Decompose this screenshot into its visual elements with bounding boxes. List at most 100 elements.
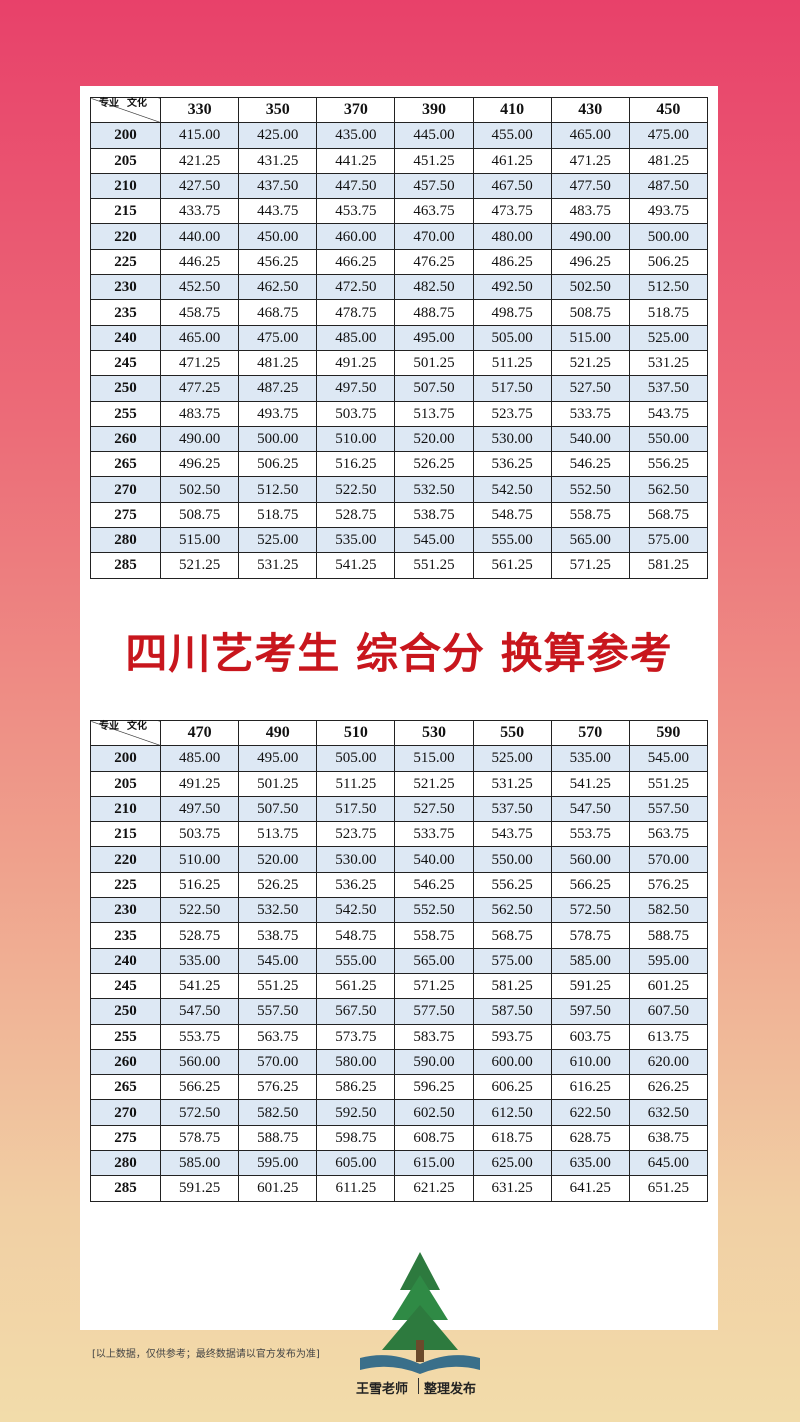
- table-row: 245 541.25 551.25 561.25 571.25 581.25 591.25 6…: [90, 972, 709, 1000]
- table-cell: 621.25: [394, 1175, 474, 1202]
- table-row: 285 591.25 601.25 611.25 621.25 631.25 641.25 6…: [90, 1175, 709, 1202]
- table-cell: 601.25: [238, 1175, 318, 1202]
- table-cell: 415.00: [159, 122, 240, 149]
- table-cell: 495.00: [238, 745, 318, 772]
- corner-label: 专业: [99, 98, 119, 109]
- table-cell: 546.25: [550, 451, 630, 478]
- row-header: 220: [90, 846, 161, 873]
- table-cell: 500.00: [238, 425, 318, 453]
- table-cell: 533.75: [550, 400, 630, 427]
- table-cell: 582.50: [238, 1099, 318, 1126]
- table-cell: 445.00: [394, 122, 474, 149]
- table-cell: 520.00: [394, 425, 474, 453]
- table-cell: 455.00: [472, 122, 552, 149]
- table-cell: 421.25: [159, 147, 240, 174]
- table-cell: 575.00: [472, 947, 552, 974]
- table-row: 225 516.25 526.25 536.25 546.25 556.25 566.25 5…: [90, 871, 709, 899]
- row-header: 245: [90, 972, 161, 1000]
- row-header: 265: [90, 451, 161, 478]
- table-cell: 591.25: [550, 972, 630, 1000]
- table-cell: 491.25: [159, 770, 240, 797]
- table-cell: 507.50: [238, 795, 318, 823]
- table-cell: 606.25: [472, 1074, 552, 1101]
- table-cell: 502.50: [550, 274, 630, 301]
- table-cell: 517.50: [316, 795, 396, 823]
- table-cell: 493.75: [628, 198, 709, 225]
- table-cell: 535.00: [316, 527, 396, 554]
- row-header: 230: [90, 274, 161, 301]
- table-cell: 550.00: [628, 425, 709, 453]
- table-row: 215 433.75 443.75 453.75 463.75 473.75 483.75 4…: [90, 198, 709, 225]
- table-cell: 541.25: [550, 770, 630, 797]
- table-cell: 581.25: [628, 552, 709, 579]
- table-cell: 505.00: [316, 745, 396, 772]
- table-cell: 540.00: [550, 425, 630, 453]
- table-cell: 622.50: [550, 1099, 630, 1126]
- table-cell: 543.75: [628, 400, 709, 427]
- table-cell: 585.00: [159, 1150, 240, 1177]
- table-cell: 557.50: [628, 795, 709, 823]
- table-cell: 427.50: [159, 172, 240, 200]
- table-cell: 452.50: [159, 274, 240, 301]
- table-cell: 477.25: [159, 375, 240, 402]
- table-cell: 506.25: [238, 451, 318, 478]
- table-cell: 552.50: [394, 897, 474, 924]
- corner-label: 文化: [127, 721, 147, 732]
- table-cell: 482.50: [394, 274, 474, 301]
- table-row: 205 421.25 431.25 441.25 451.25 461.25 471.25 4…: [90, 147, 709, 174]
- table-row: 270 572.50 582.50 592.50 602.50 612.50 622.50 6…: [90, 1099, 709, 1126]
- table-cell: 513.75: [238, 821, 318, 848]
- table-cell: 571.25: [550, 552, 630, 579]
- table-cell: 553.75: [159, 1023, 240, 1050]
- row-header: 200: [90, 745, 161, 772]
- score-table: 专业 文化 330 350 370 390 410 430 450 200 415.00 425.00…: [90, 96, 709, 579]
- table-row: 200 415.00 425.00 435.00 445.00 455.00 465.00 4…: [90, 122, 709, 149]
- row-header: 235: [90, 922, 161, 949]
- table-cell: 503.75: [316, 400, 396, 427]
- table-row: 220 510.00 520.00 530.00 540.00 550.00 560.00 5…: [90, 846, 709, 873]
- table-cell: 472.50: [316, 274, 396, 301]
- row-header: 220: [90, 223, 161, 250]
- column-header: 550: [472, 719, 552, 747]
- table-cell: 631.25: [472, 1175, 552, 1202]
- table-row: 225 446.25 456.25 466.25 476.25 486.25 496.25 5…: [90, 248, 709, 276]
- publisher-label: 整理发布: [424, 1382, 477, 1397]
- table-cell: 517.50: [472, 375, 552, 402]
- table-cell: 600.00: [472, 1048, 552, 1076]
- row-header: 260: [90, 425, 161, 453]
- table-cell: 511.25: [472, 349, 552, 377]
- table-cell: 553.75: [550, 821, 630, 848]
- table-cell: 468.75: [238, 299, 318, 326]
- table-cell: 447.50: [316, 172, 396, 200]
- logo: [360, 1252, 480, 1374]
- table-cell: 508.75: [159, 501, 240, 529]
- table-cell: 483.75: [159, 400, 240, 427]
- table-cell: 532.50: [394, 476, 474, 503]
- table-cell: 541.25: [159, 972, 240, 1000]
- table-cell: 530.00: [472, 425, 552, 453]
- table-cell: 537.50: [628, 375, 709, 402]
- table-cell: 536.25: [472, 451, 552, 478]
- table-cell: 492.50: [472, 274, 552, 301]
- table-cell: 582.50: [628, 897, 709, 924]
- column-header: 510: [316, 719, 396, 747]
- table-cell: 596.25: [394, 1074, 474, 1101]
- table-row: 215 503.75 513.75 523.75 533.75 543.75 553.75 5…: [90, 821, 709, 848]
- table-cell: 580.00: [316, 1048, 396, 1076]
- table-row: 200 485.00 495.00 505.00 515.00 525.00 535.00 5…: [90, 745, 709, 772]
- row-header: 260: [90, 1048, 161, 1076]
- table-row: 275 578.75 588.75 598.75 608.75 618.75 628.75 6…: [90, 1124, 709, 1152]
- table-cell: 561.25: [316, 972, 396, 1000]
- table-cell: 512.50: [238, 476, 318, 503]
- table-cell: 567.50: [316, 998, 396, 1025]
- table-cell: 456.25: [238, 248, 318, 276]
- column-header: 430: [550, 96, 630, 124]
- table-cell: 515.00: [159, 527, 240, 554]
- table-row: 250 477.25 487.25 497.50 507.50 517.50 527.50 5…: [90, 375, 709, 402]
- table-cell: 601.25: [628, 972, 709, 1000]
- table-cell: 518.75: [628, 299, 709, 326]
- table-cell: 500.00: [628, 223, 709, 250]
- title: 四川艺考生 综合分 换算参考: [125, 629, 673, 678]
- table-cell: 435.00: [316, 122, 396, 149]
- table-cell: 576.25: [628, 871, 709, 899]
